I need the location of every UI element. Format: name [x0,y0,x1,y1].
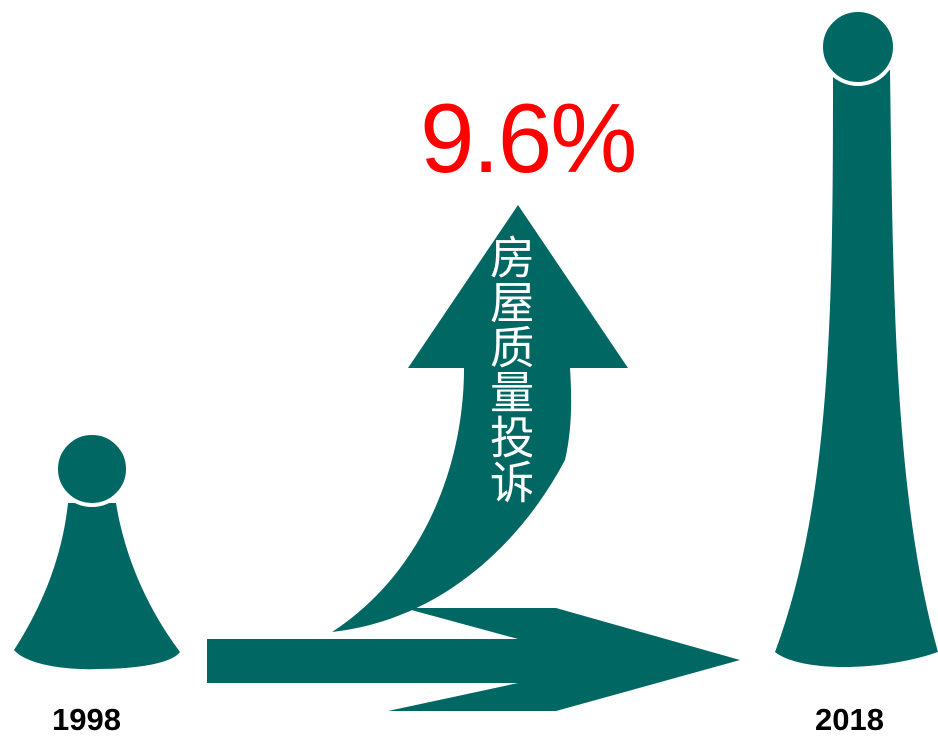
start-year-label: 1998 [52,702,121,737]
end-year-label: 2018 [815,702,884,737]
small-pawn-icon [14,431,180,670]
curved-up-arrow-icon [332,205,628,632]
right-arrow-icon [207,608,740,711]
large-pawn-icon [775,8,938,667]
growth-percentage: 9.6% [420,83,637,193]
arrow-caption: 房屋质量投诉 [482,234,532,504]
